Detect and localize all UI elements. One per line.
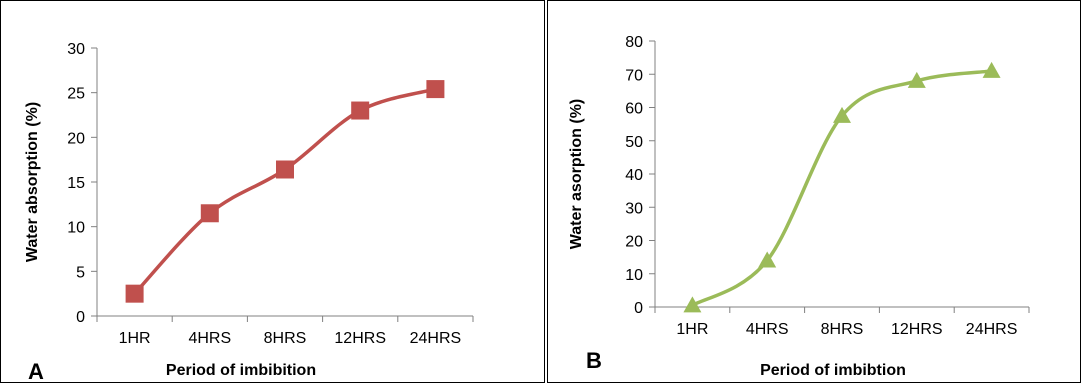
y-tick-label: 20 xyxy=(625,234,643,251)
chart-panel-a: 0 5 10 15 20 25 30 1HR 4HRS 8HRS 12HRS 24HRS Water… xyxy=(0,0,545,384)
x-axis-title: Period of imbibtion xyxy=(760,362,906,379)
series-line xyxy=(132,87,438,296)
y-tick-label: 5 xyxy=(76,264,85,281)
x-tick-label: 24HRS xyxy=(966,321,1018,338)
x-tick-label: 8HRS xyxy=(821,321,864,338)
y-tick-label: 15 xyxy=(67,175,85,192)
chart-a-svg: 0 5 10 15 20 25 30 1HR 4HRS 8HRS 12HRS 24HRS Water… xyxy=(24,41,474,384)
x-tick-label: 4HRS xyxy=(188,330,231,347)
x-tick-label: 12HRS xyxy=(334,330,386,347)
data-point xyxy=(125,284,144,303)
y-tick-label: 30 xyxy=(625,200,643,217)
panel-label: A xyxy=(28,359,44,384)
y-tick-label: 70 xyxy=(625,67,643,84)
data-point xyxy=(351,101,370,120)
y-tick-label: 10 xyxy=(67,220,85,237)
y-tick-label: 80 xyxy=(625,34,643,51)
y-tick-label: 25 xyxy=(67,86,85,103)
data-point xyxy=(276,160,294,179)
data-point xyxy=(982,61,1001,78)
y-tick-label: 50 xyxy=(625,134,643,151)
y-tick-label: 40 xyxy=(625,167,643,184)
panel-label: B xyxy=(586,348,602,373)
y-tick-label: 30 xyxy=(67,41,85,58)
y-tick-label: 0 xyxy=(634,300,643,317)
data-point xyxy=(683,296,702,313)
data-point xyxy=(907,71,926,88)
x-axis-title: Period of imbibition xyxy=(166,362,316,379)
y-axis-title: Water absorption (%) xyxy=(24,102,41,262)
x-tick-label: 12HRS xyxy=(891,321,943,338)
x-tick-label: 1HR xyxy=(676,321,708,338)
x-tick-label: 4HRS xyxy=(746,321,789,338)
data-point xyxy=(426,80,445,99)
y-tick-label: 20 xyxy=(67,130,85,147)
y-tick-label: 60 xyxy=(625,101,643,118)
x-tick-label: 8HRS xyxy=(264,330,307,347)
chart-panel-b: 0 10 20 30 40 50 60 70 80 1HR 4HRS 8HRS 12HRS 24HRS … xyxy=(547,0,1081,383)
data-point xyxy=(200,204,219,223)
y-axis-title: Water asorption (%) xyxy=(568,99,585,250)
data-point xyxy=(833,106,851,123)
y-tick-label: 0 xyxy=(76,309,85,326)
y-tick-label: 10 xyxy=(625,267,643,284)
data-point xyxy=(758,251,777,268)
x-tick-label: 1HR xyxy=(119,330,151,347)
x-tick-label: 24HRS xyxy=(410,330,462,347)
series-line xyxy=(690,69,994,308)
